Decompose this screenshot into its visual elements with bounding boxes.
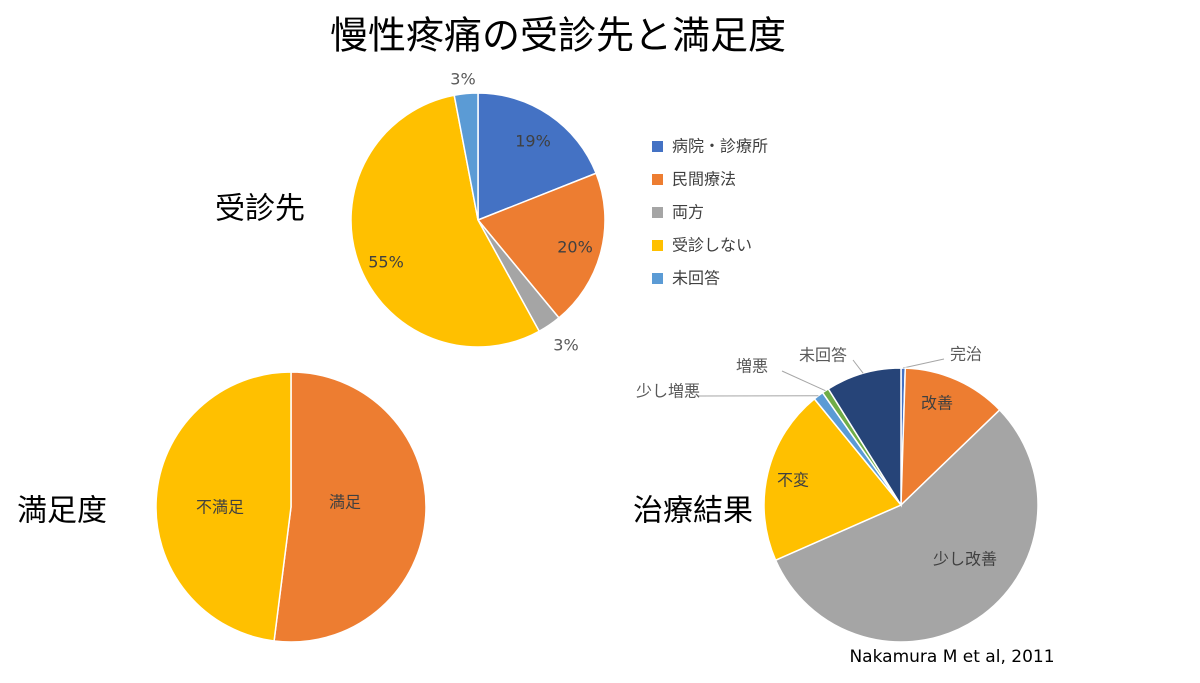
leader-line	[903, 358, 945, 369]
pie-slice	[763, 397, 903, 562]
legend-swatch	[652, 207, 663, 218]
data-label: 満足	[329, 493, 361, 512]
legend-swatch	[652, 240, 663, 251]
page-title: 慢性疼痛の受診先と満足度	[330, 14, 786, 58]
pie-slice	[477, 92, 598, 222]
pie-slice	[900, 367, 1001, 507]
source: Nakamura M et al, 2011	[849, 647, 1054, 667]
legend-label: 病院・診療所	[672, 137, 768, 156]
data-label: 55%	[368, 253, 404, 272]
legend-label: 未回答	[672, 269, 720, 288]
pie-title: 治療結果	[633, 494, 753, 529]
legend-swatch	[652, 141, 663, 152]
legend-swatch	[652, 273, 663, 284]
pie-slice	[774, 408, 1039, 643]
legend-label: 両方	[672, 203, 704, 222]
data-label: 増悪	[736, 357, 768, 376]
data-label: 少し改善	[933, 550, 997, 569]
pie-slice	[155, 371, 292, 642]
data-label: 改善	[921, 394, 953, 413]
pie-slice	[273, 371, 427, 643]
data-label: 3%	[450, 70, 475, 89]
leader-line	[781, 370, 826, 392]
legend-label: 受診しない	[672, 236, 752, 255]
pie-title: 受診先	[215, 192, 305, 227]
pie-slice	[350, 94, 541, 348]
data-label: 20%	[557, 238, 593, 257]
pie-title: 満足度	[17, 494, 107, 529]
pie-slice	[453, 92, 479, 221]
data-label: 完治	[950, 345, 982, 364]
data-label: 未回答	[799, 346, 847, 365]
data-label: 3%	[553, 336, 578, 355]
legend-swatch	[652, 174, 663, 185]
pie-slice	[476, 172, 606, 319]
legend-label: 民間療法	[672, 170, 736, 189]
data-label: 少し増悪	[636, 382, 700, 401]
leader-line	[852, 359, 864, 374]
data-label: 不満足	[196, 498, 244, 517]
data-label: 19%	[515, 132, 551, 151]
data-label: 不変	[777, 471, 809, 490]
